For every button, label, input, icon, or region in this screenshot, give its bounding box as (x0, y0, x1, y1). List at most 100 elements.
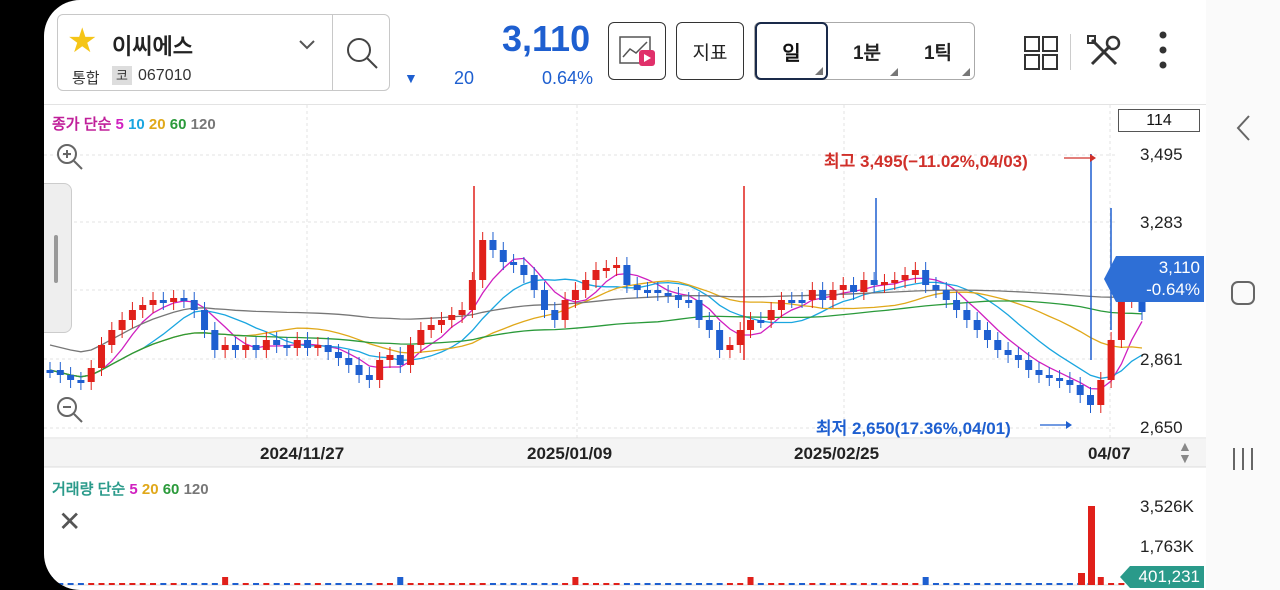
volume-bar (623, 583, 630, 585)
moving-average-line (49, 289, 1143, 353)
volume-bar (953, 583, 960, 585)
ma-legend-120: 120 (190, 116, 216, 133)
candle-body (139, 305, 147, 310)
volume-bar (263, 583, 270, 585)
candle-body (221, 345, 229, 350)
ma-legend[interactable]: 종가 단순 5 10 20 60 120 (52, 113, 216, 134)
volume-bar (119, 583, 126, 585)
candle-body (499, 250, 507, 262)
vol-legend-prefix: 거래량 단순 (52, 481, 126, 498)
volume-bar (593, 583, 599, 585)
candle-body (231, 345, 239, 350)
close-icon[interactable]: ✕ (58, 506, 82, 537)
volume-bar (603, 583, 610, 585)
star-icon[interactable]: ★ (67, 22, 98, 60)
volume-bar (469, 583, 476, 585)
chart-video-button[interactable] (608, 22, 666, 80)
price-chart[interactable] (44, 105, 1206, 590)
x-axis-band (44, 439, 1206, 467)
more-vertical-icon[interactable] (1158, 30, 1168, 70)
volume-bar (160, 583, 167, 585)
volume-bar (129, 583, 136, 585)
volume-bar (891, 583, 898, 585)
recent-apps-icon[interactable] (1206, 442, 1280, 476)
volume-bar (541, 583, 548, 585)
candle-body (942, 290, 950, 300)
candle-body (736, 330, 744, 345)
volume-bar (1005, 583, 1012, 585)
current-price-tag: 3,110 -0.64% (1104, 256, 1204, 302)
candle-body (417, 330, 425, 345)
volume-bar (407, 583, 414, 585)
candle-count[interactable]: 114 (1118, 109, 1200, 132)
tab-day[interactable]: 일 (755, 22, 828, 80)
scroll-updown-icon[interactable]: ▲ ▼ (1178, 438, 1192, 466)
tools-icon[interactable] (1086, 34, 1122, 70)
tab-1tick[interactable]: 1틱 (903, 23, 973, 79)
candle-body (850, 285, 858, 292)
volume-bar (77, 583, 84, 585)
candle-body (1014, 355, 1022, 360)
candle-body (973, 320, 981, 330)
moving-average-lines (49, 257, 1143, 390)
volume-bar (242, 583, 249, 585)
divider (1070, 34, 1071, 70)
volume-bar (376, 583, 383, 585)
system-nav-bar (1206, 0, 1280, 590)
candlesticks (46, 154, 1146, 413)
candle-body (46, 370, 54, 373)
zoom-out-icon[interactable] (56, 396, 84, 424)
candle-body (911, 270, 919, 275)
volume-bar (386, 583, 393, 585)
candle-body (674, 295, 682, 300)
ma-legend-10: 10 (128, 116, 145, 133)
grid-icon[interactable] (1024, 36, 1058, 70)
indicator-button[interactable]: 지표 (676, 22, 744, 80)
back-icon[interactable] (1206, 108, 1280, 148)
ma-legend-prefix: 종가 단순 (52, 116, 112, 133)
divider (332, 15, 333, 90)
low-pointer-arrow (1066, 421, 1072, 429)
chevron-down-icon[interactable] (298, 35, 316, 56)
candle-body (365, 375, 373, 380)
volume-bar (438, 583, 445, 585)
stock-selector[interactable]: ★ 이씨에스 통합 코 067010 (57, 14, 390, 91)
volume-bar (1025, 583, 1032, 585)
y-axis-label: 3,495 (1140, 145, 1183, 164)
candle-body (77, 380, 85, 383)
volume-bar (67, 583, 74, 585)
stock-name[interactable]: 이씨에스 (112, 34, 193, 59)
current-price-tag-rate: -0.64% (1146, 280, 1200, 299)
candle-body (468, 280, 476, 310)
candle-body (1076, 385, 1084, 395)
volume-bars (47, 506, 1145, 585)
volume-bar (510, 583, 517, 585)
candle-body (67, 375, 75, 380)
x-axis-label: 2025/01/09 (527, 444, 613, 463)
candle-body (98, 345, 106, 368)
volume-bar (283, 583, 290, 585)
candle-body (705, 320, 713, 330)
volume-bar (685, 583, 692, 585)
tab-1tick-label: 1틱 (923, 42, 953, 64)
volume-bar (634, 583, 641, 585)
search-button[interactable] (333, 15, 390, 90)
volume-bar (170, 583, 177, 585)
volume-legend[interactable]: 거래량 단순 5 20 60 120 (52, 478, 209, 499)
candle-body (777, 300, 785, 310)
candle-body (1025, 360, 1033, 370)
candle-body (489, 240, 497, 250)
x-axis-label: 2024/11/27 (260, 444, 345, 463)
candle-body (118, 320, 126, 330)
tab-1min[interactable]: 1분 (833, 23, 901, 79)
app-screen: ★ 이씨에스 통합 코 067010 3,110 ▼ 20 0.64% (44, 0, 1206, 590)
zoom-in-icon[interactable] (56, 143, 84, 171)
handle-grip[interactable] (54, 235, 58, 283)
volume-bar (531, 583, 538, 585)
side-panel-handle[interactable] (44, 183, 72, 333)
volume-bar (737, 583, 744, 585)
home-icon[interactable] (1206, 276, 1280, 310)
volume-bar (943, 583, 950, 585)
candle-body (324, 345, 332, 352)
vol-legend-120: 120 (183, 481, 209, 498)
